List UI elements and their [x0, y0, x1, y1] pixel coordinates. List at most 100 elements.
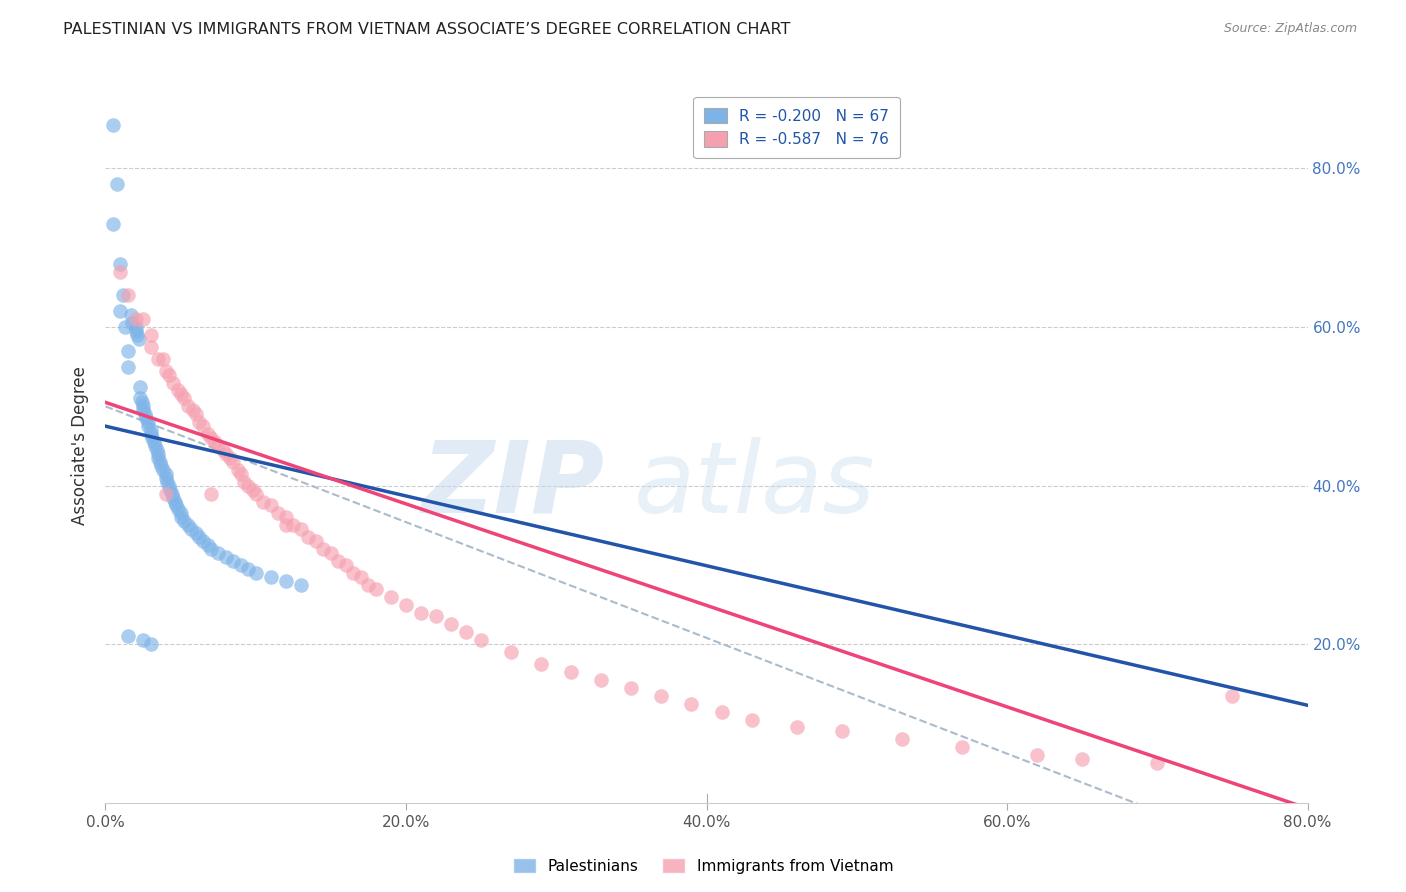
- Point: [107, 178, 129, 192]
- Point: [530, 657, 553, 671]
- Point: [650, 689, 672, 703]
- Point: [395, 598, 418, 612]
- Point: [141, 431, 163, 445]
- Point: [180, 522, 202, 536]
- Point: [146, 450, 169, 465]
- Point: [143, 439, 166, 453]
- Point: [162, 491, 184, 505]
- Point: [166, 384, 188, 398]
- Point: [290, 578, 312, 592]
- Point: [124, 312, 146, 326]
- Point: [136, 419, 159, 434]
- Point: [110, 257, 132, 271]
- Point: [501, 645, 523, 659]
- Point: [124, 324, 146, 338]
- Point: [335, 558, 357, 572]
- Point: [211, 442, 233, 457]
- Point: [156, 475, 179, 489]
- Point: [132, 312, 155, 326]
- Point: [155, 486, 177, 500]
- Point: [238, 478, 260, 492]
- Point: [148, 455, 170, 469]
- Point: [1146, 756, 1168, 771]
- Point: [139, 328, 162, 343]
- Point: [197, 538, 219, 552]
- Point: [1026, 748, 1049, 763]
- Point: [297, 530, 319, 544]
- Point: [242, 483, 264, 497]
- Point: [184, 407, 207, 421]
- Point: [124, 320, 146, 334]
- Point: [380, 590, 402, 604]
- Point: [245, 486, 267, 500]
- Legend: R = -0.200   N = 67, R = -0.587   N = 76: R = -0.200 N = 67, R = -0.587 N = 76: [693, 97, 900, 158]
- Point: [173, 514, 195, 528]
- Point: [312, 542, 335, 557]
- Point: [121, 316, 143, 330]
- Point: [166, 502, 188, 516]
- Point: [252, 494, 274, 508]
- Point: [229, 558, 252, 572]
- Point: [110, 264, 132, 278]
- Point: [245, 566, 267, 580]
- Point: [131, 395, 153, 409]
- Point: [786, 721, 808, 735]
- Point: [169, 387, 191, 401]
- Text: Source: ZipAtlas.com: Source: ZipAtlas.com: [1223, 22, 1357, 36]
- Point: [191, 419, 214, 434]
- Point: [681, 697, 703, 711]
- Point: [146, 447, 169, 461]
- Point: [157, 478, 180, 492]
- Point: [135, 411, 157, 425]
- Point: [204, 435, 226, 450]
- Point: [274, 574, 297, 588]
- Point: [159, 483, 181, 497]
- Point: [440, 617, 463, 632]
- Point: [454, 625, 477, 640]
- Point: [425, 609, 447, 624]
- Point: [155, 471, 177, 485]
- Point: [114, 320, 136, 334]
- Point: [187, 530, 209, 544]
- Point: [117, 288, 139, 302]
- Point: [177, 400, 200, 414]
- Point: [132, 403, 155, 417]
- Point: [214, 549, 236, 564]
- Point: [129, 392, 152, 406]
- Y-axis label: Associate's Degree: Associate's Degree: [72, 367, 90, 525]
- Point: [136, 415, 159, 429]
- Point: [710, 705, 733, 719]
- Legend: Palestinians, Immigrants from Vietnam: Palestinians, Immigrants from Vietnam: [506, 852, 900, 880]
- Point: [357, 578, 380, 592]
- Point: [181, 403, 204, 417]
- Point: [470, 633, 492, 648]
- Point: [128, 332, 150, 346]
- Point: [283, 518, 305, 533]
- Point: [409, 606, 432, 620]
- Point: [364, 582, 387, 596]
- Point: [152, 351, 174, 366]
- Point: [319, 546, 342, 560]
- Point: [150, 458, 173, 473]
- Point: [132, 633, 155, 648]
- Text: PALESTINIAN VS IMMIGRANTS FROM VIETNAM ASSOCIATE’S DEGREE CORRELATION CHART: PALESTINIAN VS IMMIGRANTS FROM VIETNAM A…: [63, 22, 790, 37]
- Point: [238, 562, 260, 576]
- Point: [222, 455, 245, 469]
- Point: [191, 534, 214, 549]
- Point: [831, 724, 853, 739]
- Point: [200, 431, 222, 445]
- Point: [162, 376, 184, 390]
- Point: [177, 518, 200, 533]
- Point: [117, 343, 139, 358]
- Point: [155, 467, 177, 481]
- Point: [226, 463, 249, 477]
- Point: [157, 368, 180, 382]
- Point: [165, 499, 187, 513]
- Point: [741, 713, 763, 727]
- Point: [274, 510, 297, 524]
- Point: [950, 740, 973, 755]
- Point: [591, 673, 613, 687]
- Point: [290, 522, 312, 536]
- Point: [132, 400, 155, 414]
- Point: [207, 546, 229, 560]
